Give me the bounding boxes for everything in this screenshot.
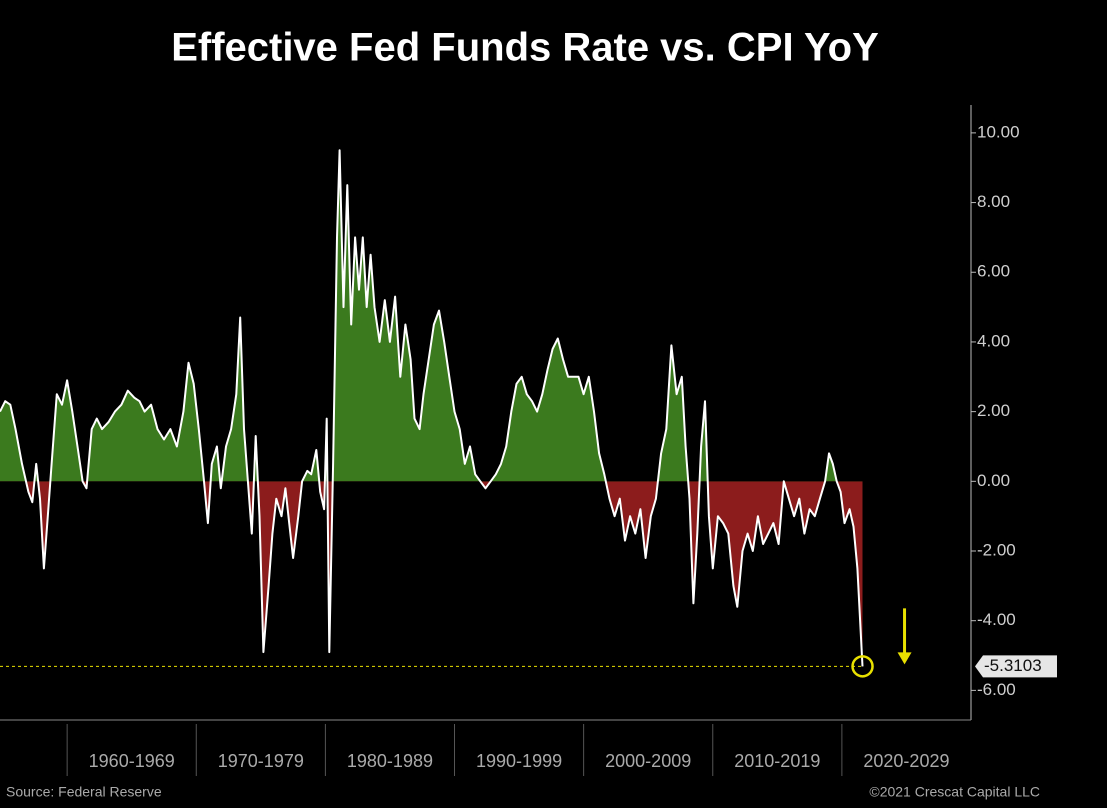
- x-category-label: 1980-1989: [347, 751, 433, 771]
- y-tick-label: 0.00: [977, 471, 1010, 490]
- annotation-arrowhead: [897, 652, 912, 665]
- chart-title: Effective Fed Funds Rate vs. CPI YoY: [171, 26, 879, 70]
- copyright: ©2021 Crescat Capital LLC: [869, 784, 1040, 800]
- y-tick-label: 8.00: [977, 192, 1010, 211]
- y-tick-label: -4.00: [977, 610, 1016, 629]
- y-tick-label: 10.00: [977, 122, 1020, 141]
- x-category-label: 2020-2029: [863, 751, 949, 771]
- x-category-label: 1960-1969: [89, 751, 175, 771]
- annotation-circle: [851, 655, 874, 678]
- x-category-label: 1990-1999: [476, 751, 562, 771]
- area-positive: [0, 150, 863, 482]
- line: [0, 149, 864, 667]
- y-tick-label: -2.00: [977, 540, 1016, 559]
- y-tick-label: -6.00: [977, 680, 1016, 699]
- source: Source: Federal Reserve: [6, 784, 162, 800]
- x-category-label: 1970-1979: [218, 751, 304, 771]
- y-tick-label: 2.00: [977, 401, 1010, 420]
- x-category-label: 2000-2009: [605, 751, 691, 771]
- x-category-label: 2010-2019: [734, 751, 820, 771]
- value-tag: [975, 655, 1057, 678]
- y-tick-label: 4.00: [977, 331, 1010, 350]
- area-negative: [25, 481, 863, 667]
- value-tag-label: -5.3103: [984, 656, 1042, 675]
- y-tick-label: 6.00: [977, 262, 1010, 281]
